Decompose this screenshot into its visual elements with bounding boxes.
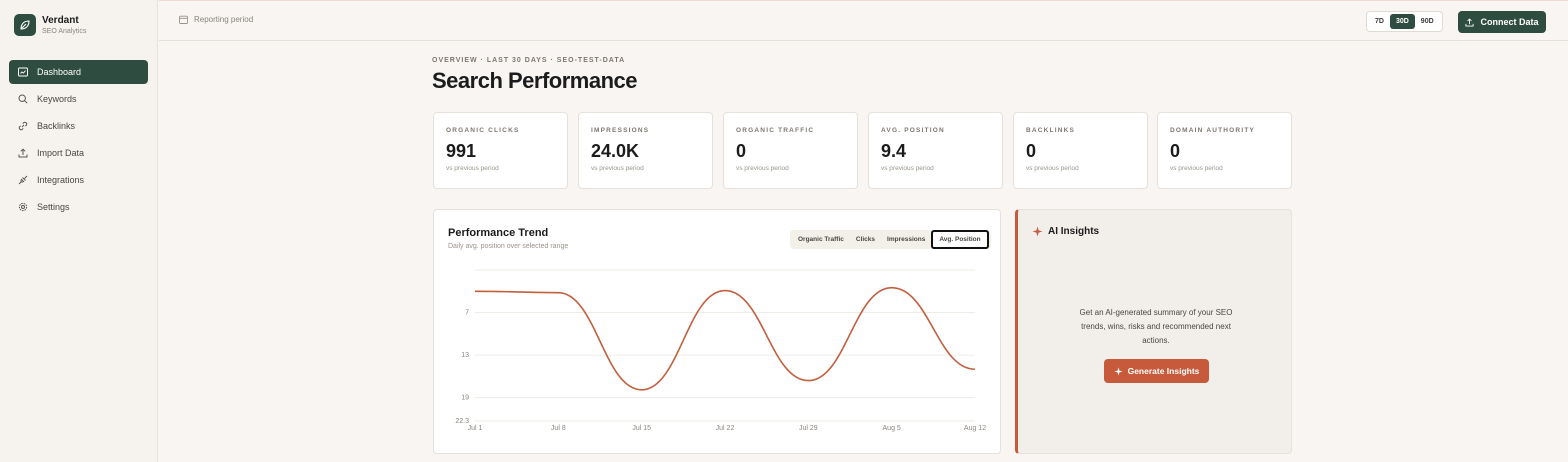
ai-insights-panel: AI Insights Get an AI-generated summary …: [1015, 209, 1292, 454]
kpi-label: IMPRESSIONS: [591, 127, 650, 134]
kpi-label: ORGANIC CLICKS: [446, 127, 520, 134]
x-tick-label: Jul 15: [632, 425, 651, 432]
y-tick-label: 7: [465, 310, 469, 317]
kpi-value: 991: [446, 141, 477, 161]
sidebar-item-label: Dashboard: [37, 67, 82, 77]
upload-icon: [18, 148, 28, 158]
y-tick-label: 13: [461, 352, 469, 359]
sidebar-item-import-data[interactable]: Import Data: [9, 141, 148, 165]
tab-clicks[interactable]: Clicks: [855, 236, 876, 243]
sidebar-item-integrations[interactable]: Integrations: [9, 168, 148, 192]
chart-title: Performance Trend: [448, 227, 549, 239]
range-selector: 7D 30D 90D: [1366, 11, 1443, 32]
kpi-label: DOMAIN AUTHORITY: [1170, 127, 1256, 134]
x-tick-label: Jul 29: [799, 425, 818, 432]
brand-subtitle: SEO Analytics: [42, 27, 87, 35]
kpi-comparison: vs previous period: [881, 165, 934, 172]
kpi-value: 0: [1170, 141, 1181, 161]
kpi-value: 0: [1026, 141, 1037, 161]
x-tick-label: Aug 5: [883, 425, 901, 432]
sparkle-icon: [1114, 366, 1123, 376]
kpi-card-domain-authority: DOMAIN AUTHORITY 0 vs previous period: [1157, 112, 1292, 189]
range-7d-button[interactable]: 7D: [1375, 18, 1384, 25]
metric-tabs: Organic Traffic Clicks Impressions Avg. …: [790, 230, 991, 249]
tab-avg-position[interactable]: Avg. Position: [931, 230, 989, 249]
x-tick-label: Jul 8: [551, 425, 566, 432]
series-line: [474, 286, 976, 391]
sidebar-item-keywords[interactable]: Keywords: [9, 87, 148, 111]
connect-data-label: Connect Data: [1480, 17, 1539, 27]
kpi-card-avg-position: AVG. POSITION 9.4 vs previous period: [868, 112, 1003, 189]
kpi-card-organic-traffic: ORGANIC TRAFFIC 0 vs previous period: [723, 112, 858, 189]
kpi-label: ORGANIC TRAFFIC: [736, 127, 815, 134]
generate-insights-button[interactable]: Generate Insights: [1104, 359, 1209, 383]
brand[interactable]: Verdant SEO Analytics: [14, 14, 86, 36]
sidebar-item-dashboard[interactable]: Dashboard: [9, 60, 148, 84]
page-title: Search Performance: [432, 68, 638, 93]
kpi-label: BACKLINKS: [1026, 127, 1076, 134]
kpi-comparison: vs previous period: [446, 165, 499, 172]
sidebar-item-label: Integrations: [37, 175, 85, 185]
range-90d-button[interactable]: 90D: [1420, 18, 1434, 25]
range-30d-button[interactable]: 30D: [1389, 14, 1415, 29]
kpi-comparison: vs previous period: [1026, 165, 1079, 172]
kpi-value: 24.0K: [591, 141, 640, 161]
brand-name: Verdant: [42, 14, 79, 26]
top-bar: Reporting period 7D 30D 90D Connect Data: [159, 0, 1568, 41]
ai-insights-description: Get an AI-generated summary of your SEO …: [1079, 308, 1233, 345]
upload-icon: [1465, 17, 1475, 27]
x-tick-label: Aug 12: [964, 425, 986, 432]
x-tick-label: Jul 22: [716, 425, 735, 432]
kpi-comparison: vs previous period: [1170, 165, 1223, 172]
kpi-label: AVG. POSITION: [881, 127, 945, 134]
ai-insights-header: AI Insights: [1032, 226, 1099, 237]
kpi-card-impressions: IMPRESSIONS 24.0K vs previous period: [578, 112, 713, 189]
y-tick-label: 19: [461, 395, 469, 402]
performance-trend-panel: 7 13 19 22.3 Jul 1 Jul 8 Jul 15 Jul 22 Jul 29 Aug…: [433, 209, 1001, 454]
y-tick-label: 22.3: [455, 418, 469, 425]
tab-organic-traffic[interactable]: Organic Traffic: [798, 236, 844, 243]
kpi-card-backlinks: BACKLINKS 0 vs previous period: [1013, 112, 1148, 189]
link-icon: [18, 121, 28, 131]
ai-insights-title: AI Insights: [1048, 226, 1100, 237]
sidebar-item-backlinks[interactable]: Backlinks: [9, 114, 148, 138]
sidebar-item-label: Keywords: [37, 94, 77, 104]
sidebar-nav: Dashboard Keywords Backlinks Import Data…: [9, 60, 148, 222]
leaf-icon: [14, 14, 36, 36]
kpi-value: 0: [736, 141, 747, 161]
sidebar-item-settings[interactable]: Settings: [9, 195, 148, 219]
x-tick-label: Jul 1: [468, 425, 483, 432]
sidebar-item-label: Backlinks: [37, 121, 76, 131]
kpi-comparison: vs previous period: [736, 165, 789, 172]
calendar-icon: [179, 15, 188, 24]
sidebar-item-label: Settings: [37, 202, 70, 212]
tab-impressions[interactable]: Impressions: [887, 236, 926, 243]
sidebar-item-label: Import Data: [37, 148, 85, 158]
generate-insights-label: Generate Insights: [1127, 366, 1200, 376]
reporting-period[interactable]: Reporting period: [179, 15, 253, 24]
chart-subtitle: Daily avg. position over selected range: [448, 243, 569, 250]
kpi-card-organic-clicks: ORGANIC CLICKS 991 vs previous period: [433, 112, 568, 189]
breadcrumb: OVERVIEW · LAST 30 DAYS · SEO-TEST-DATA: [432, 57, 626, 64]
search-icon: [18, 94, 28, 104]
kpi-value: 9.4: [881, 141, 907, 161]
sidebar: Verdant SEO Analytics Dashboard Keywords…: [0, 0, 158, 462]
sparkle-icon: [1032, 226, 1043, 237]
kpi-comparison: vs previous period: [591, 165, 644, 172]
gear-icon: [18, 202, 28, 212]
connect-data-button[interactable]: Connect Data: [1458, 11, 1546, 33]
reporting-period-label: Reporting period: [194, 15, 254, 24]
plug-icon: [18, 175, 28, 185]
dashboard-icon: [18, 67, 28, 77]
